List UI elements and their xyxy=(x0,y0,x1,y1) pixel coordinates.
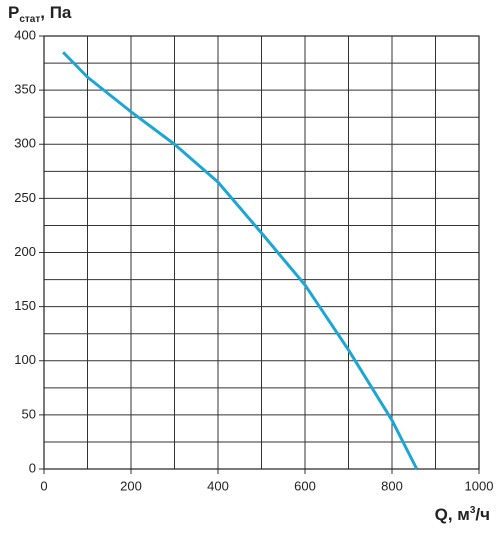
plot-frame xyxy=(43,35,480,470)
y-tick-label: 400 xyxy=(14,27,36,42)
y-tick-label: 350 xyxy=(14,82,36,97)
curve xyxy=(62,51,419,470)
y-tick-label: 300 xyxy=(14,136,36,151)
y-axis-title: Pстат, Па xyxy=(8,3,72,24)
x-tick-label: 1000 xyxy=(465,478,494,493)
y-tick-label: 250 xyxy=(14,190,36,205)
y-tick-label: 200 xyxy=(14,244,36,259)
x-tick-label: 800 xyxy=(381,478,403,493)
x-tick-label: 400 xyxy=(207,478,229,493)
y-tick-label: 150 xyxy=(14,298,36,313)
x-tick-label: 200 xyxy=(120,478,142,493)
y-tick-label: 100 xyxy=(14,352,36,367)
y-tick-label: 0 xyxy=(29,460,36,475)
y-tick-label: 50 xyxy=(22,406,36,421)
x-axis-title: Q, м3/ч xyxy=(435,505,490,525)
x-tick-label: 600 xyxy=(294,478,316,493)
x-tick-label: 0 xyxy=(40,478,47,493)
